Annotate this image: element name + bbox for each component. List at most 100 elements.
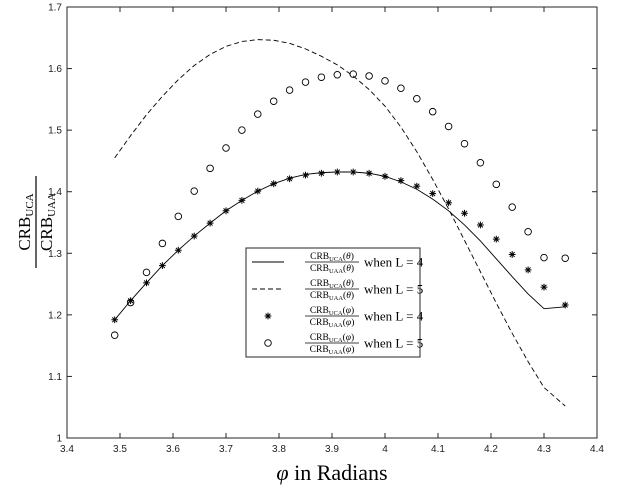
legend-condition: when L = 5 bbox=[364, 282, 423, 297]
y-tick-label: 1 bbox=[56, 434, 62, 445]
data-point-circle bbox=[158, 239, 167, 248]
data-point-star bbox=[508, 251, 516, 258]
data-point-star bbox=[381, 172, 389, 180]
series-3 bbox=[110, 70, 569, 339]
x-tick-label: 3.5 bbox=[113, 444, 127, 455]
legend-condition: when L = 5 bbox=[364, 336, 423, 351]
series-1 bbox=[114, 39, 566, 407]
x-tick-label: 3.6 bbox=[166, 444, 180, 455]
data-point-star bbox=[127, 297, 134, 305]
data-point-star bbox=[429, 190, 437, 197]
data-point-star bbox=[270, 180, 278, 188]
legend-condition: when L = 4 bbox=[364, 255, 424, 270]
x-label-text: in Radians bbox=[294, 460, 388, 485]
x-tick-label: 4.2 bbox=[484, 444, 498, 455]
y-tick-label: 1.5 bbox=[48, 126, 62, 137]
data-point-star bbox=[349, 168, 357, 176]
svg-text:CRBUCA: CRBUCA bbox=[15, 193, 36, 250]
data-point-star bbox=[111, 316, 119, 324]
data-point-star bbox=[540, 283, 548, 291]
data-point-circle bbox=[524, 227, 532, 236]
legend-fraction-numerator: CRBUCA(φ) bbox=[310, 305, 354, 317]
legend-fraction-denominator: CRBUAA(θ) bbox=[310, 263, 354, 275]
data-point-circle bbox=[397, 84, 405, 93]
legend-fraction-denominator: CRBUAA(φ) bbox=[310, 344, 355, 356]
legend-entry: CRBUCA(θ)CRBUAA(θ) when L = 4 bbox=[252, 251, 424, 275]
data-point-circle bbox=[110, 331, 119, 339]
data-point-star bbox=[222, 207, 230, 215]
y-label-den-sub: UAA bbox=[46, 193, 58, 217]
x-label-var: φ bbox=[276, 460, 288, 485]
data-point-star bbox=[254, 187, 262, 195]
legend-fraction-numerator: CRBUCA(θ) bbox=[310, 278, 354, 290]
data-point-circle bbox=[540, 253, 548, 262]
data-point-circle bbox=[381, 77, 389, 85]
y-tick-label: 1.1 bbox=[48, 372, 62, 383]
y-tick-label: 1.3 bbox=[48, 249, 62, 260]
data-point-star bbox=[461, 209, 468, 217]
series-line bbox=[114, 39, 566, 407]
y-tick-label: 1.2 bbox=[48, 310, 62, 321]
legend-fraction-denominator: CRBUAA(φ) bbox=[310, 317, 355, 329]
data-point-star bbox=[413, 182, 421, 190]
data-point-circle bbox=[269, 97, 278, 105]
x-tick-label: 4.1 bbox=[431, 444, 445, 455]
data-point-star bbox=[561, 301, 569, 309]
x-tick-label: 4.3 bbox=[537, 444, 551, 455]
plot-area bbox=[66, 6, 598, 439]
x-tick-label: 3.4 bbox=[60, 444, 74, 455]
data-point-star bbox=[206, 219, 214, 227]
data-point-circle bbox=[508, 203, 516, 211]
y-label-num-sub: UCA bbox=[24, 193, 36, 216]
legend-swatch bbox=[264, 339, 272, 347]
legend-fraction-denominator: CRBUAA(θ) bbox=[310, 290, 354, 302]
y-tick-label: 1.4 bbox=[48, 187, 62, 198]
legend-swatch bbox=[264, 312, 272, 320]
data-point-star bbox=[445, 199, 452, 207]
data-point-circle bbox=[365, 72, 373, 80]
data-point-circle bbox=[142, 268, 151, 277]
data-point-circle bbox=[238, 126, 246, 134]
y-tick-label: 1.7 bbox=[48, 3, 62, 14]
legend: CRBUCA(θ)CRBUAA(θ) when L = 4CRBUCA(θ)CRB… bbox=[245, 247, 424, 358]
x-tick-label: 4 bbox=[382, 444, 388, 455]
data-point-circle bbox=[444, 122, 453, 131]
data-point-circle bbox=[460, 139, 469, 148]
data-point-circle bbox=[174, 212, 183, 221]
data-point-star bbox=[286, 175, 293, 183]
data-point-circle bbox=[349, 70, 357, 78]
data-point-circle bbox=[222, 144, 230, 152]
data-point-circle bbox=[476, 159, 485, 167]
data-point-star bbox=[318, 169, 325, 177]
legend-fraction-numerator: CRBUCA(θ) bbox=[310, 251, 354, 263]
data-point-star bbox=[159, 262, 166, 269]
data-point-star bbox=[238, 196, 246, 204]
legend-entry: CRBUCA(θ)CRBUAA(θ) when L = 5 bbox=[252, 278, 423, 302]
series-layer bbox=[110, 39, 569, 407]
data-point-star bbox=[302, 171, 309, 179]
svg-text:CRBUAA: CRBUAA bbox=[37, 193, 58, 251]
data-point-star bbox=[397, 177, 405, 185]
y-tick-label: 1.6 bbox=[48, 64, 62, 75]
data-point-star bbox=[524, 266, 532, 274]
legend-entry: CRBUCA(φ)CRBUAA(φ) when L = 5 bbox=[264, 332, 423, 356]
legend-entry: CRBUCA(φ)CRBUAA(φ) when L = 4 bbox=[264, 305, 424, 329]
y-axis: 1 1.1 1.2 1.3 1.4 1.5 1.6 1.7 bbox=[48, 3, 597, 445]
x-axis: 3.4 3.5 3.6 3.7 3.8 3.9 4 4.1 4.2 4.3 4.4 bbox=[60, 7, 604, 455]
data-point-star bbox=[333, 168, 341, 176]
data-point-circle bbox=[492, 180, 501, 189]
y-label-num-base: CRB bbox=[15, 217, 34, 251]
y-label-den-base: CRB bbox=[37, 217, 56, 251]
y-axis-label: CRBUCA CRBUAA bbox=[15, 176, 58, 268]
legend-condition: when L = 4 bbox=[364, 309, 424, 324]
data-point-star bbox=[365, 169, 373, 177]
data-point-circle bbox=[190, 187, 198, 195]
x-tick-label: 4.4 bbox=[590, 444, 604, 455]
x-tick-label: 3.8 bbox=[272, 444, 286, 455]
data-point-circle bbox=[285, 86, 294, 94]
data-point-star bbox=[143, 279, 150, 287]
x-tick-label: 3.7 bbox=[219, 444, 233, 455]
legend-fraction-numerator: CRBUCA(φ) bbox=[310, 332, 354, 344]
series-2 bbox=[111, 168, 569, 324]
